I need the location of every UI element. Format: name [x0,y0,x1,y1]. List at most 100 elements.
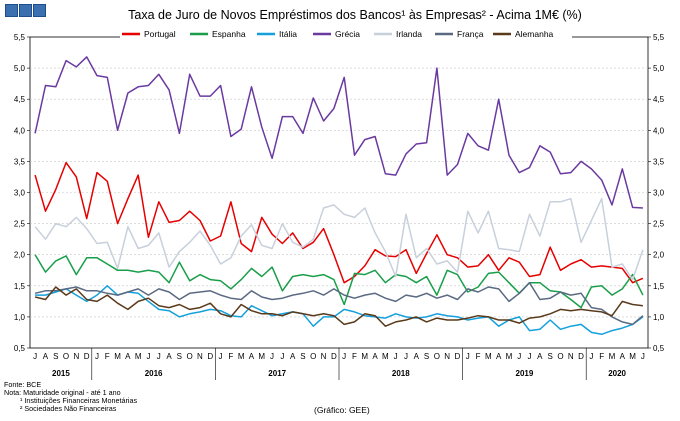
x-tick-label: J [219,352,223,361]
logo-square-1 [5,4,18,17]
series-line-frança [34,281,644,326]
x-tick-label: S [424,352,429,361]
x-tick-label: S [300,352,305,361]
x-tick-label: A [249,352,255,361]
x-tick-label: F [228,352,233,361]
y-tick-label: 3,0 [14,189,26,198]
y-tick-label: 3,5 [14,157,26,166]
x-tick-label: A [414,352,420,361]
series-line-itália [35,285,644,336]
x-year-label: 2016 [145,369,163,378]
x-tick-label: M [258,352,265,361]
series-line-alemanha [34,286,643,327]
series-line-irlanda [34,197,644,281]
x-tick-label: A [537,352,543,361]
x-tick-label: J [528,352,532,361]
x-tick-label: M [629,352,636,361]
legend-label: Portugal [144,29,176,39]
x-tick-label: M [135,352,142,361]
x-year-label: 2017 [268,369,286,378]
x-tick-label: O [434,352,440,361]
x-year-label: 2020 [608,369,626,378]
y-tick-label: 5,5 [14,33,26,42]
x-tick-label: S [547,352,552,361]
x-tick-label: D [84,352,90,361]
note-footnote-1: ¹ Instituições Financeiras Monetárias [20,396,138,405]
x-tick-label: A [125,352,131,361]
x-tick-label: N [197,352,203,361]
x-tick-label: J [270,352,274,361]
logo-square-3 [33,4,46,17]
y-tick-label: 4,0 [653,126,665,135]
x-tick-label: F [105,352,110,361]
legend-label: Espanha [212,29,246,39]
x-tick-label: O [557,352,563,361]
note-maturity: Nota: Maturidade original - até 1 ano [4,388,121,397]
x-tick-label: A [372,352,378,361]
x-year-label: 2015 [52,369,70,378]
x-tick-label: J [280,352,284,361]
x-tick-label: J [466,352,470,361]
x-tick-label: A [290,352,296,361]
x-tick-label: J [394,352,398,361]
logo-square-2 [19,4,32,17]
note-source: Fonte: BCE [4,380,42,389]
x-tick-label: M [238,352,245,361]
x-tick-label: J [342,352,346,361]
series-line-portugal [34,161,644,284]
x-tick-label: N [73,352,79,361]
x-tick-label: J [146,352,150,361]
x-tick-label: M [485,352,492,361]
y-tick-label: 2,0 [14,251,26,260]
legend-background [120,27,572,40]
x-tick-label: M [361,352,368,361]
x-tick-label: J [404,352,408,361]
series-line-grécia [34,56,643,209]
y-tick-label: 3,0 [653,189,665,198]
x-tick-label: M [609,352,616,361]
notes: Fonte: BCE Nota: Maturidade original - a… [4,381,137,413]
x-tick-label: A [43,352,49,361]
y-tick-label: 5,0 [653,64,665,73]
y-axis-right: 0,5 1,0 1,5 2,0 2,5 3,0 3,5 4,0 4,5 5,0 5,5 [648,33,665,353]
x-tick-label: S [53,352,58,361]
x-tick-label: J [641,352,645,361]
x-tick-label: D [455,352,461,361]
x-tick-label: F [599,352,604,361]
series-lines [34,56,644,336]
y-tick-label: 1,5 [14,282,26,291]
y-tick-label: 5,5 [653,33,665,42]
x-tick-label: A [166,352,172,361]
x-tick-label: J [33,352,37,361]
x-tick-label: D [578,352,584,361]
y-tick-label: 3,5 [653,157,665,166]
x-year-label: 2019 [516,369,534,378]
x-tick-label: N [321,352,327,361]
x-tick-label: O [310,352,316,361]
x-tick-label: S [177,352,182,361]
legend-label: Grécia [335,29,360,39]
note-footnote-2: ² Sociedades Não Financeiras [20,404,117,413]
legend-label: Irlanda [396,29,422,39]
y-tick-label: 1,5 [653,282,665,291]
y-tick-label: 2,5 [14,220,26,229]
y-tick-label: 0,5 [653,344,665,353]
y-tick-label: 4,0 [14,126,26,135]
x-tick-label: D [331,352,337,361]
x-tick-label: A [496,352,502,361]
x-tick-label: J [95,352,99,361]
x-tick-label: F [352,352,357,361]
x-tick-label: D [207,352,213,361]
x-tick-label: O [63,352,69,361]
x-tick-label: M [506,352,513,361]
x-tick-label: F [476,352,481,361]
x-tick-label: M [382,352,389,361]
x-tick-label: J [517,352,521,361]
y-tick-label: 4,5 [653,95,665,104]
y-tick-label: 0,5 [14,344,26,353]
x-tick-label: N [568,352,574,361]
chart-credit: (Gráfico: GEE) [314,405,370,415]
y-tick-label: 4,5 [14,95,26,104]
y-tick-label: 1,0 [653,313,665,322]
